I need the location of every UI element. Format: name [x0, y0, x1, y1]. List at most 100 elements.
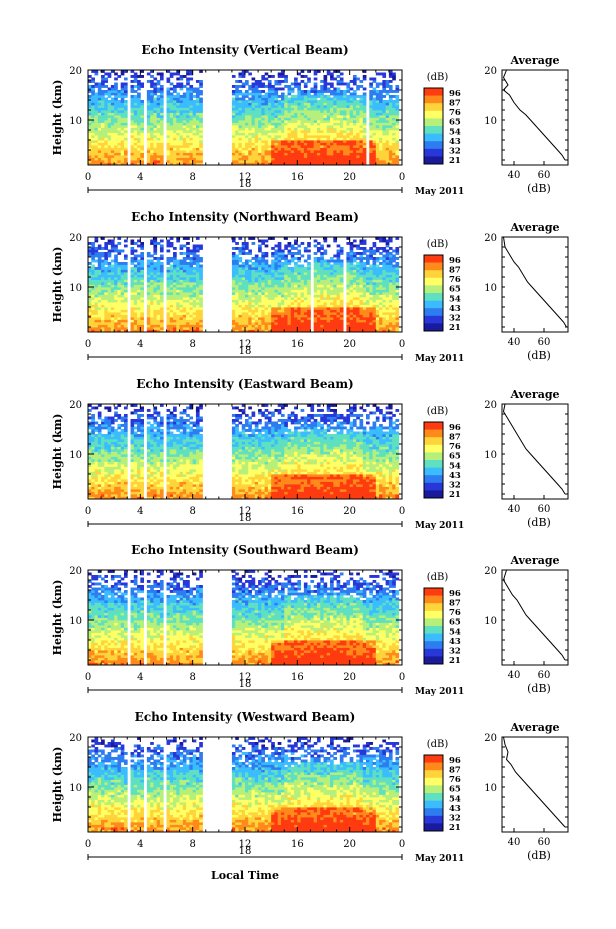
heatmap-cell	[284, 244, 288, 248]
heatmap-cell	[179, 317, 184, 320]
heatmap-cell	[140, 329, 144, 333]
heatmap-cell	[271, 284, 275, 288]
heatmap-cell	[307, 90, 311, 93]
heatmap-cell	[271, 87, 275, 91]
heatmap-cell	[320, 284, 324, 288]
heatmap-cell	[320, 97, 324, 101]
heatmap-cell	[195, 125, 200, 128]
heatmap-cell	[176, 127, 180, 131]
heatmap-cell	[258, 105, 262, 108]
heatmap-cell	[123, 292, 128, 295]
heatmap-cell	[251, 115, 256, 118]
heatmap-cell	[110, 244, 115, 248]
avg-profile-line	[502, 69, 566, 161]
heatmap-cell	[303, 110, 308, 113]
heatmap-cell	[235, 145, 239, 148]
heatmap-cell	[284, 80, 288, 83]
heatmap-cell	[137, 322, 141, 325]
heatmap-cell	[186, 107, 190, 111]
heatmap-cell	[120, 82, 125, 86]
heatmap-cell	[274, 329, 279, 333]
heatmap-cell	[261, 75, 266, 78]
heatmap-cell	[261, 324, 266, 328]
heatmap-cell	[333, 140, 337, 143]
heatmap-cell	[326, 322, 331, 325]
heatmap-cell	[336, 329, 341, 333]
heatmap-cell	[179, 122, 184, 126]
heatmap-cell	[294, 135, 298, 138]
heatmap-cell	[101, 284, 105, 288]
heatmap-cell	[290, 112, 295, 116]
heatmap-cell	[192, 115, 197, 118]
heatmap-cell	[153, 115, 158, 118]
heatmap-cell	[235, 259, 239, 263]
heatmap-cell	[176, 329, 180, 333]
heatmap-cell	[235, 112, 239, 116]
heatmap-cell	[238, 142, 243, 146]
heatmap-cell	[137, 92, 141, 96]
heatmap-cell	[189, 262, 194, 265]
heatmap-cell	[248, 299, 252, 303]
heatmap-cell	[186, 102, 190, 106]
heatmap-cell	[264, 297, 269, 300]
heatmap-cell	[277, 329, 282, 333]
heatmap-cell	[284, 247, 288, 250]
heatmap-cell	[120, 100, 125, 103]
heatmap-cell	[339, 117, 344, 121]
heatmap-cell	[297, 132, 301, 136]
heatmap-cell	[169, 127, 174, 131]
heatmap-cell	[336, 137, 341, 141]
heatmap-cell	[336, 147, 341, 151]
heatmap-cell	[179, 269, 184, 273]
heatmap-cell	[192, 317, 197, 320]
heatmap-cell	[382, 137, 387, 141]
heatmap-cell	[313, 77, 318, 81]
heatmap-cell	[179, 294, 184, 298]
heatmap-cell	[254, 274, 259, 278]
heatmap-cell	[169, 117, 174, 121]
heatmap-cell	[323, 267, 328, 270]
heatmap-cell	[117, 304, 122, 308]
heatmap-cell	[137, 309, 141, 313]
heatmap-cell	[166, 267, 171, 270]
heatmap-cell	[290, 297, 295, 300]
heatmap-cell	[284, 269, 288, 273]
heatmap-cell	[294, 77, 298, 81]
heatmap-cell	[297, 282, 301, 285]
heatmap-cell	[238, 75, 243, 78]
heatmap-cell	[88, 292, 92, 295]
heatmap-cell	[330, 132, 334, 136]
heatmap-cell	[110, 287, 115, 290]
heatmap-cell	[254, 137, 259, 141]
heatmap-cell	[189, 314, 194, 318]
heatmap-cell	[110, 87, 115, 91]
heatmap-cell	[130, 110, 135, 113]
heatmap-cell	[166, 160, 171, 163]
heatmap-cell	[146, 107, 151, 111]
heatmap-cell	[297, 249, 301, 253]
heatmap-cell	[195, 264, 200, 268]
heatmap-cell	[261, 312, 266, 315]
heatmap-cell	[238, 299, 243, 303]
heatmap-cell	[310, 112, 315, 116]
heatmap-cell	[199, 319, 203, 323]
heatmap-cell	[346, 90, 351, 93]
heatmap-cell	[307, 319, 311, 323]
heatmap-cell	[320, 319, 324, 323]
colorbar-segment	[424, 156, 443, 165]
heatmap-cell	[330, 90, 334, 93]
heatmap-cell	[310, 132, 315, 136]
heatmap-cell	[375, 132, 380, 136]
heatmap-cell	[107, 299, 112, 303]
heatmap-cell	[290, 135, 295, 138]
heatmap-cell	[176, 122, 180, 126]
heatmap-cell	[330, 312, 334, 315]
heatmap-cell	[258, 247, 262, 250]
heatmap-cell	[238, 272, 243, 275]
heatmap-cell	[251, 82, 256, 86]
heatmap-cell	[156, 272, 161, 275]
heatmap-cell	[369, 77, 373, 81]
heatmap-cell	[150, 314, 154, 318]
heatmap-cell	[140, 122, 144, 126]
heatmap-cell	[251, 132, 256, 136]
